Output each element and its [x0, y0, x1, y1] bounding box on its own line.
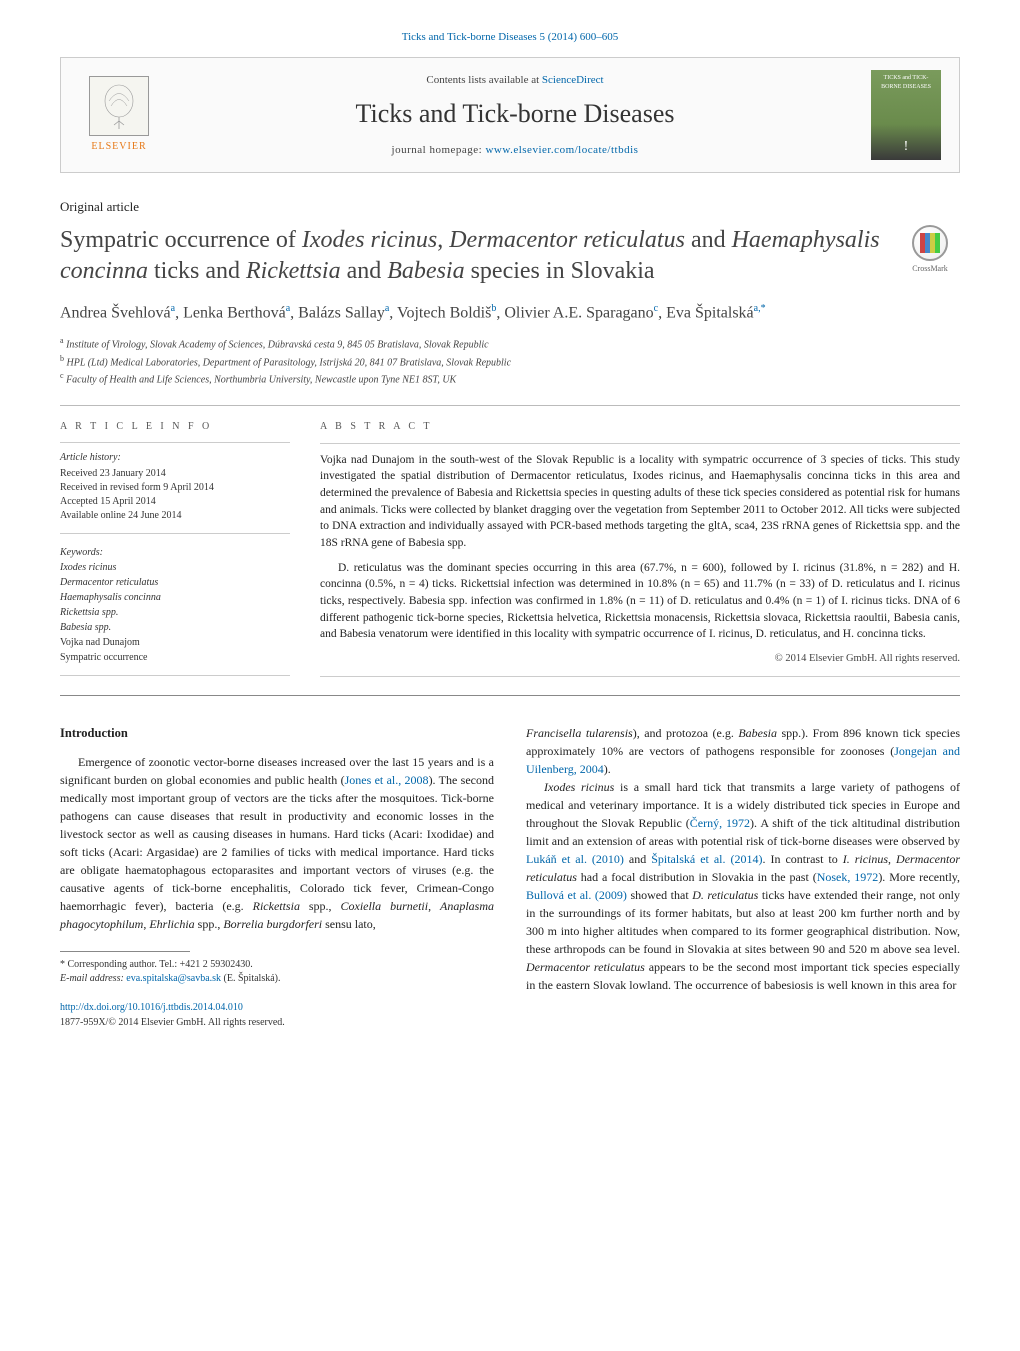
history-label: Article history:: [60, 451, 290, 465]
journal-cover-thumbnail: TICKS and TICK-BORNE DISEASES !: [871, 70, 941, 160]
email-label: E-mail address:: [60, 973, 126, 984]
issn-copyright: 1877-959X/© 2014 Elsevier GmbH. All righ…: [60, 1017, 285, 1028]
elsevier-wordmark: ELSEVIER: [91, 140, 146, 154]
journal-title: Ticks and Tick-borne Diseases: [159, 96, 871, 132]
affiliation-c: c Faculty of Health and Life Sciences, N…: [60, 370, 960, 387]
keyword: Ixodes ricinus: [60, 561, 290, 575]
column-right: Francisella tularensis), and protozoa (e…: [526, 724, 960, 1030]
abstract-heading: A B S T R A C T: [320, 420, 960, 435]
running-header: Ticks and Tick-borne Diseases 5 (2014) 6…: [60, 30, 960, 45]
elsevier-tree-icon: [89, 76, 149, 136]
abstract: A B S T R A C T Vojka nad Dunajom in the…: [320, 420, 960, 677]
contents-prefix: Contents lists available at: [426, 74, 541, 86]
keyword: Dermacentor reticulatus: [60, 576, 290, 590]
divider: [60, 405, 960, 406]
keywords-block: Keywords: Ixodes ricinus Dermacentor ret…: [60, 546, 290, 665]
affiliations: a Institute of Virology, Slovak Academy …: [60, 335, 960, 387]
history-received: Received 23 January 2014: [60, 467, 290, 481]
abstract-para-2: D. reticulatus was the dominant species …: [320, 560, 960, 643]
title-row: Sympatric occurrence of Ixodes ricinus, …: [60, 225, 960, 301]
sciencedirect-link[interactable]: ScienceDirect: [542, 74, 604, 86]
doi-link[interactable]: http://dx.doi.org/10.1016/j.ttbdis.2014.…: [60, 1002, 243, 1013]
journal-header-bar: ELSEVIER Contents lists available at Sci…: [60, 57, 960, 173]
intro-p1: Emergence of zoonotic vector-borne disea…: [60, 753, 494, 933]
keywords-label: Keywords:: [60, 546, 290, 560]
keyword: Vojka nad Dunajom: [60, 636, 290, 650]
email-suffix: (E. Špitalská).: [221, 973, 280, 984]
intro-p1-cont: Francisella tularensis), and protozoa (e…: [526, 724, 960, 778]
column-left: Introduction Emergence of zoonotic vecto…: [60, 724, 494, 1030]
history-online: Available online 24 June 2014: [60, 509, 290, 523]
abstract-copyright: © 2014 Elsevier GmbH. All rights reserve…: [320, 651, 960, 666]
corresponding-email-link[interactable]: eva.spitalska@savba.sk: [126, 973, 221, 984]
cover-text: TICKS and TICK-BORNE DISEASES: [875, 74, 937, 91]
article-title: Sympatric occurrence of Ixodes ricinus, …: [60, 225, 880, 287]
cover-exclaim-icon: !: [904, 137, 909, 157]
crossmark-label: CrossMark: [912, 263, 948, 274]
footnote-separator: [60, 951, 190, 952]
email-line: E-mail address: eva.spitalska@savba.sk (…: [60, 972, 494, 986]
homepage-prefix: journal homepage:: [392, 144, 486, 156]
info-abstract-row: A R T I C L E I N F O Article history: R…: [60, 420, 960, 677]
history-revised: Received in revised form 9 April 2014: [60, 481, 290, 495]
article-history-block: Article history: Received 23 January 201…: [60, 451, 290, 534]
doi-block: http://dx.doi.org/10.1016/j.ttbdis.2014.…: [60, 1000, 494, 1030]
affiliation-a: a Institute of Virology, Slovak Academy …: [60, 335, 960, 352]
keyword: Babesia spp.: [60, 621, 290, 635]
keyword: Rickettsia spp.: [60, 606, 290, 620]
elsevier-logo: ELSEVIER: [79, 70, 159, 160]
article-type-label: Original article: [60, 198, 960, 216]
abstract-para-1: Vojka nad Dunajom in the south-west of t…: [320, 452, 960, 552]
affiliation-b: b HPL (Ltd) Medical Laboratories, Depart…: [60, 353, 960, 370]
introduction-heading: Introduction: [60, 724, 494, 743]
crossmark-icon: [912, 225, 948, 261]
journal-header-center: Contents lists available at ScienceDirec…: [159, 73, 871, 158]
article-info-heading: A R T I C L E I N F O: [60, 420, 290, 434]
keyword: Haemaphysalis concinna: [60, 591, 290, 605]
journal-homepage-line: journal homepage: www.elsevier.com/locat…: [159, 143, 871, 158]
history-accepted: Accepted 15 April 2014: [60, 495, 290, 509]
footnotes: * Corresponding author. Tel.: +421 2 593…: [60, 958, 494, 986]
contents-available-line: Contents lists available at ScienceDirec…: [159, 73, 871, 88]
intro-p2: Ixodes ricinus is a small hard tick that…: [526, 778, 960, 994]
corresponding-author: * Corresponding author. Tel.: +421 2 593…: [60, 958, 494, 972]
keyword: Sympatric occurrence: [60, 651, 290, 665]
journal-homepage-link[interactable]: www.elsevier.com/locate/ttbdis: [485, 144, 638, 156]
body-two-column: Introduction Emergence of zoonotic vecto…: [60, 724, 960, 1030]
author-list: Andrea Švehlováa, Lenka Berthováa, Baláz…: [60, 301, 960, 325]
heavy-divider: [60, 695, 960, 696]
crossmark-badge[interactable]: CrossMark: [900, 225, 960, 285]
article-info-sidebar: A R T I C L E I N F O Article history: R…: [60, 420, 290, 677]
